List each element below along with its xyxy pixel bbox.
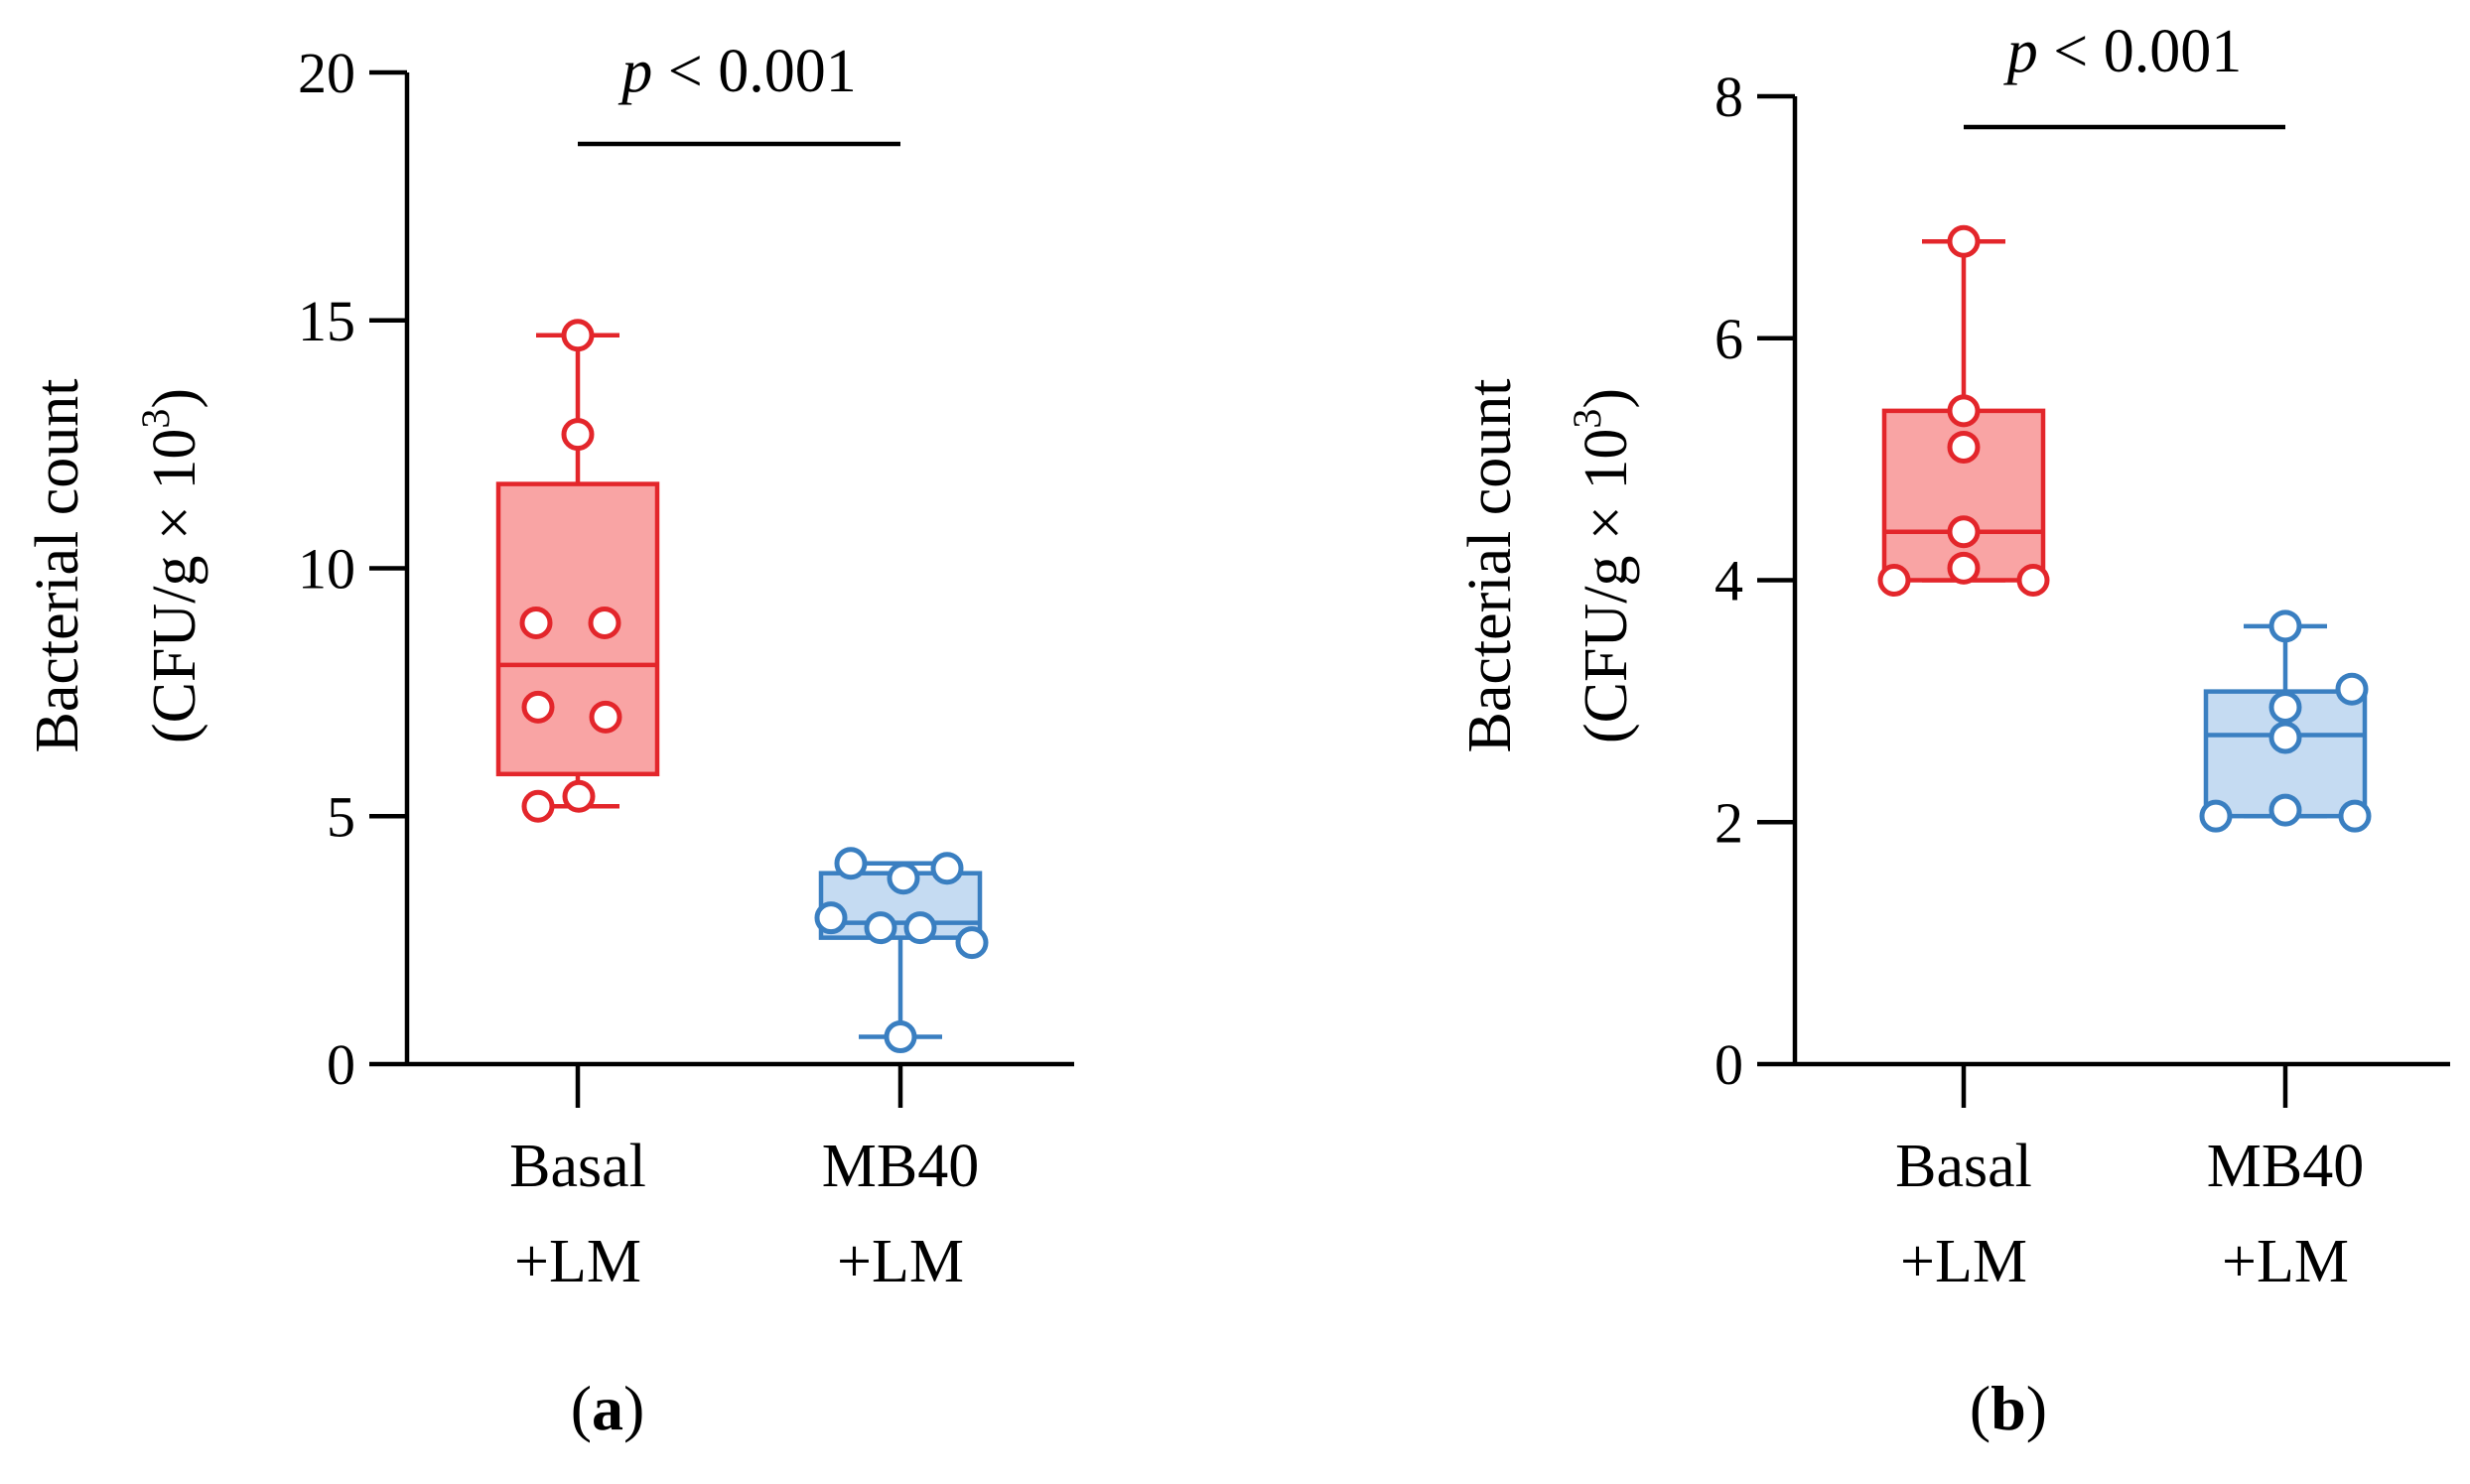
data-point xyxy=(561,319,595,352)
data-point xyxy=(2016,564,2050,597)
data-point xyxy=(2268,721,2302,754)
significance-p: p xyxy=(2003,18,2038,85)
y-axis-label-exponent: 3 xyxy=(133,409,178,429)
data-point xyxy=(1947,430,1981,464)
data-point xyxy=(521,789,555,823)
y-tick-label: 10 xyxy=(298,537,355,602)
x-category-label: Basal xyxy=(509,1133,646,1200)
panel-label-close: ) xyxy=(623,1373,644,1443)
x-category-label: MB40 xyxy=(2207,1133,2364,1200)
data-point xyxy=(2268,690,2302,724)
y-tick-label: 20 xyxy=(298,41,355,105)
data-point xyxy=(519,606,553,639)
y-axis-label-unit: (CFU/g × 10 xyxy=(141,429,208,743)
data-point xyxy=(814,901,848,935)
x-category-label: +LM xyxy=(514,1228,641,1295)
x-category-label: +LM xyxy=(1900,1228,2027,1295)
x-category-label: +LM xyxy=(837,1228,964,1295)
panel-label: (b) xyxy=(1970,1373,2047,1443)
y-axis-label-close: ) xyxy=(1573,388,1640,409)
x-category-label: +LM xyxy=(2222,1228,2349,1295)
y-tick-label: 2 xyxy=(1715,790,1743,855)
data-point xyxy=(2199,799,2233,833)
data-point xyxy=(2335,672,2369,706)
data-point xyxy=(834,847,868,880)
x-category-label: MB40 xyxy=(822,1133,979,1200)
data-point xyxy=(589,700,622,734)
data-point xyxy=(1877,564,1911,597)
data-point xyxy=(1947,551,1981,585)
y-tick-label: 6 xyxy=(1715,307,1743,371)
x-category-label: Basal xyxy=(1895,1133,2032,1200)
panel-label: (a) xyxy=(571,1373,645,1443)
data-point xyxy=(864,911,897,945)
y-axis-label-line2: (CFU/g × 103) xyxy=(1565,388,1640,743)
data-point xyxy=(887,862,920,895)
data-point xyxy=(884,1020,917,1054)
data-point xyxy=(2338,799,2372,833)
y-axis-label-line2: (CFU/g × 103) xyxy=(133,388,208,743)
data-point xyxy=(2268,793,2302,827)
data-point xyxy=(1947,394,1981,428)
data-point xyxy=(521,690,555,724)
y-axis-label-line1: Bacterial count xyxy=(1456,379,1524,753)
significance-value: < 0.001 xyxy=(652,38,856,105)
y-tick-label: 4 xyxy=(1715,549,1743,613)
significance-label: p < 0.001 xyxy=(2003,18,2242,85)
y-axis-label-line1: Bacterial count xyxy=(24,379,91,753)
y-axis-label-close: ) xyxy=(141,388,208,409)
y-tick-label: 15 xyxy=(298,289,355,353)
significance-label: p < 0.001 xyxy=(618,38,856,105)
data-point xyxy=(1947,224,1981,258)
y-axis-label-unit: (CFU/g × 10 xyxy=(1573,429,1640,743)
panel-label-close: ) xyxy=(2026,1373,2047,1443)
data-point xyxy=(562,779,596,813)
significance-value: < 0.001 xyxy=(2038,18,2242,85)
data-point xyxy=(1947,515,1981,549)
panel-label-open: ( xyxy=(1970,1373,1990,1443)
significance-p: p xyxy=(618,38,652,105)
data-point xyxy=(903,911,937,945)
data-point xyxy=(930,852,964,885)
panel-a: 0 5 10 15 20 Basal +LM MB40 +LM Bacterial count (C… xyxy=(24,38,1074,1443)
y-axis-label-exponent: 3 xyxy=(1565,409,1609,429)
panel-b: 0 2 4 6 8 Basal +LM MB40 +LM Bacterial count (CFU/… xyxy=(1456,18,2450,1443)
data-point xyxy=(2268,609,2302,643)
data-point xyxy=(561,418,595,452)
panel-label-letter: b xyxy=(1990,1373,2026,1443)
y-tick-label: 8 xyxy=(1715,65,1743,129)
data-point xyxy=(588,606,621,639)
data-point xyxy=(955,926,989,960)
panel-label-letter: a xyxy=(592,1373,623,1443)
y-tick-label: 0 xyxy=(1715,1032,1743,1097)
y-tick-label: 0 xyxy=(327,1032,355,1097)
y-tick-label: 5 xyxy=(327,784,355,849)
panel-label-open: ( xyxy=(571,1373,592,1443)
